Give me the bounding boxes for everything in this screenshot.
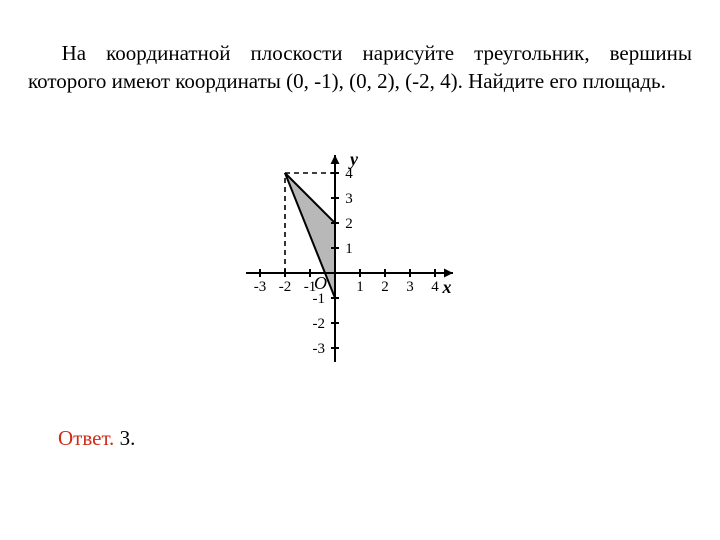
x-tick-label: 3 — [406, 279, 414, 295]
y-axis-arrow — [331, 155, 340, 164]
y-tick-label: 3 — [345, 191, 353, 207]
answer-value: 3. — [120, 426, 136, 450]
x-tick-label: -3 — [254, 279, 267, 295]
chart-container: -3-2-11234-3-2-11234xyO — [28, 128, 692, 388]
answer-label: Ответ. — [58, 426, 114, 450]
y-tick-label: -3 — [313, 341, 326, 357]
x-tick-label: 2 — [381, 279, 389, 295]
coordinate-chart: -3-2-11234-3-2-11234xyO — [230, 128, 490, 388]
problem-text: На координатной плоскости нарисуйте треу… — [28, 39, 692, 96]
origin-label: O — [314, 273, 327, 293]
y-tick-label: -2 — [313, 316, 326, 332]
answer-line: Ответ. 3. — [58, 426, 692, 451]
y-tick-label: -1 — [313, 291, 326, 307]
y-tick-label: 1 — [345, 241, 353, 257]
y-tick-label: 2 — [345, 216, 353, 232]
x-tick-label: 1 — [356, 279, 364, 295]
x-tick-label: 4 — [431, 279, 439, 295]
y-axis-label: y — [348, 149, 359, 169]
x-tick-label: -2 — [279, 279, 292, 295]
x-axis-label: x — [442, 277, 452, 297]
